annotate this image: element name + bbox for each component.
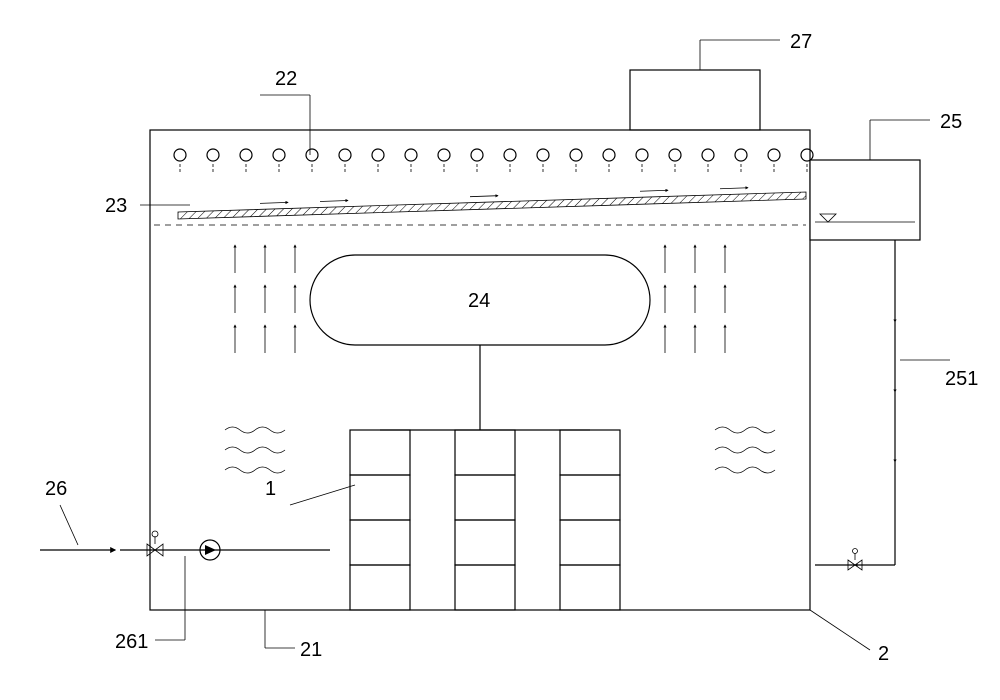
label-l23: 23: [105, 195, 127, 217]
nozzle-icon: [504, 149, 516, 161]
label-l261: 261: [115, 631, 148, 653]
nozzle-icon: [735, 149, 747, 161]
nozzle-icon: [240, 149, 252, 161]
label-l25: 25: [940, 111, 962, 133]
nozzle-icon: [306, 149, 318, 161]
label-l1: 1: [265, 478, 276, 500]
flow-arrow-icon: [470, 196, 498, 197]
stack-cell: [560, 430, 620, 475]
nozzle-icon: [207, 149, 219, 161]
nozzle-icon: [471, 149, 483, 161]
nozzle-icon: [801, 149, 813, 161]
box-25: [810, 160, 920, 240]
nozzle-icon: [669, 149, 681, 161]
wave-icon: [715, 467, 775, 473]
nozzle-icon: [405, 149, 417, 161]
label-l27: 27: [790, 31, 812, 53]
stack-cell: [455, 565, 515, 610]
nozzle-icon: [570, 149, 582, 161]
nozzle-icon: [273, 149, 285, 161]
wave-icon: [225, 427, 285, 433]
diagram-svg: 22 27 25 23 251 1 26 261 21 2 24: [0, 0, 1000, 700]
stack-cell: [350, 520, 410, 565]
label-l22: 22: [275, 68, 297, 90]
leader-line: [290, 485, 355, 505]
box-27: [630, 70, 760, 130]
stack-cell: [560, 520, 620, 565]
flow-arrow-icon: [720, 188, 748, 189]
nozzle-icon: [537, 149, 549, 161]
stack-cell: [560, 475, 620, 520]
wave-icon: [715, 447, 775, 453]
nozzle-icon: [603, 149, 615, 161]
flow-arrow-icon: [260, 202, 288, 203]
label-l24: 24: [468, 290, 490, 312]
flow-arrow-icon: [640, 190, 668, 191]
nozzle-icon: [174, 149, 186, 161]
nozzle-icon: [636, 149, 648, 161]
nozzle-icon: [768, 149, 780, 161]
label-l21: 21: [300, 639, 322, 661]
leader-line: [60, 505, 78, 545]
label-l26: 26: [45, 478, 67, 500]
stack-cell: [455, 430, 515, 475]
stack-cell: [455, 475, 515, 520]
stack-cell: [560, 565, 620, 610]
flow-arrow-icon: [320, 200, 348, 201]
nozzle-icon: [702, 149, 714, 161]
wave-icon: [225, 467, 285, 473]
leader-line: [810, 610, 870, 650]
nozzle-icon: [438, 149, 450, 161]
label-l251: 251: [945, 368, 978, 390]
stack-cell: [350, 430, 410, 475]
diagram-layer: 22 27 25 23 251 1 26 261 21 2 24: [40, 31, 978, 665]
stack-cell: [455, 520, 515, 565]
wave-icon: [715, 427, 775, 433]
nozzle-icon: [372, 149, 384, 161]
stack-cell: [350, 565, 410, 610]
nozzle-icon: [339, 149, 351, 161]
stack-cell: [350, 475, 410, 520]
wave-icon: [225, 447, 285, 453]
label-l2: 2: [878, 643, 889, 665]
